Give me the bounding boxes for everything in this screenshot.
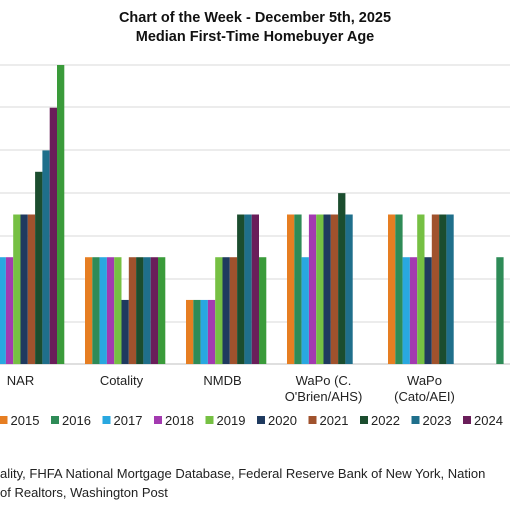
legend-swatch-2021	[308, 416, 317, 424]
bar-2021-2	[229, 257, 238, 364]
legend-swatch-2024	[463, 416, 471, 424]
legend-label-2015: 2015	[11, 413, 40, 428]
bar-2025-2	[259, 257, 267, 364]
bar-2018-1	[106, 257, 115, 364]
source-line-1: ality, FHFA National Mortgage Database, …	[0, 466, 486, 481]
bar-2025-0	[57, 65, 65, 364]
bar-2023-1	[143, 257, 151, 364]
bar-2015-4	[388, 214, 396, 364]
legend-label-2022: 2022	[371, 413, 400, 428]
legend-label-2023: 2023	[423, 413, 452, 428]
bars-layer	[0, 65, 504, 364]
legend-label-2019: 2019	[217, 413, 246, 428]
legend-swatch-2015	[0, 416, 8, 424]
bar-2018-3	[308, 214, 317, 364]
legend-swatch-2020	[257, 416, 265, 424]
legend: 2014201520162017201820192020202120222023…	[0, 413, 503, 428]
category-labels: NAR Cotality NMDB WaPo (C. O'Brien/AHS) WaPo(…	[7, 373, 510, 404]
bar-2024-2	[251, 214, 259, 364]
category-label: NAR	[7, 373, 34, 388]
bar-2016-1	[92, 257, 100, 364]
chart-title: Chart of the Week - December 5th, 2025	[118, 10, 392, 26]
bar-2016-4	[395, 214, 403, 364]
bar-2024-1	[150, 257, 158, 364]
bar-2022-2	[237, 214, 245, 364]
legend-swatch-2023	[411, 416, 420, 424]
source-line-2: of Realtors, Washington Post	[0, 485, 168, 500]
bar-2023-4	[446, 214, 454, 364]
category-label: Cotality	[100, 373, 144, 388]
bar-2023-3	[345, 214, 353, 364]
bar-2025-1	[158, 257, 166, 364]
bar-2020-0	[20, 214, 28, 364]
bar-2015-1	[85, 257, 93, 364]
bar-2017-4	[402, 257, 410, 364]
legend-label-2016: 2016	[62, 413, 91, 428]
legend-swatch-2018	[154, 416, 162, 424]
bar-2016-5	[496, 257, 504, 364]
legend-label-2021: 2021	[320, 413, 349, 428]
bar-2018-4	[409, 257, 418, 364]
bar-2021-3	[330, 214, 339, 364]
legend-label-2017: 2017	[114, 413, 143, 428]
legend-swatch-2017	[102, 416, 111, 424]
bar-2017-0	[0, 257, 6, 364]
bar-2022-1	[136, 257, 144, 364]
bar-2020-2	[222, 257, 230, 364]
bar-2017-3	[301, 257, 309, 364]
legend-swatch-2022	[360, 416, 368, 424]
bar-2021-1	[128, 257, 137, 364]
legend-label-2024: 2024	[474, 413, 503, 428]
bar-2015-3	[287, 214, 295, 364]
legend-label-2020: 2020	[268, 413, 297, 428]
legend-swatch-2016	[51, 416, 59, 424]
legend-label-2018: 2018	[165, 413, 194, 428]
bar-2017-2	[200, 299, 208, 364]
bar-2019-1	[114, 257, 122, 364]
bar-2015-2	[186, 299, 194, 364]
bar-2023-0	[42, 150, 50, 364]
bar-2020-3	[323, 214, 331, 364]
bar-2024-0	[49, 107, 57, 364]
bar-2018-0	[5, 257, 14, 364]
chart-subtitle: Median First-Time Homebuyer Age	[135, 29, 375, 45]
bar-2019-3	[316, 214, 324, 364]
legend-swatch-2019	[205, 416, 214, 424]
category-label: WaPo (Cato/AEI)	[394, 373, 455, 404]
bar-2019-4	[417, 214, 425, 364]
bar-2021-0	[27, 214, 36, 364]
bar-2018-2	[207, 299, 216, 364]
bar-2020-1	[121, 299, 129, 364]
bar-2022-0	[35, 171, 43, 364]
bar-2017-1	[99, 257, 107, 364]
bar-2021-4	[431, 214, 440, 364]
bar-2016-2	[193, 299, 201, 364]
bar-2019-0	[13, 214, 21, 364]
bar-2016-3	[294, 214, 302, 364]
category-label: WaPo (C. O'Brien/AHS)	[285, 373, 363, 404]
category-label: NMDB	[203, 373, 241, 388]
bar-2019-2	[215, 257, 223, 364]
bar-2022-4	[439, 214, 447, 364]
bar-2020-4	[424, 257, 432, 364]
bar-2022-3	[338, 193, 346, 364]
bar-2023-2	[244, 214, 252, 364]
